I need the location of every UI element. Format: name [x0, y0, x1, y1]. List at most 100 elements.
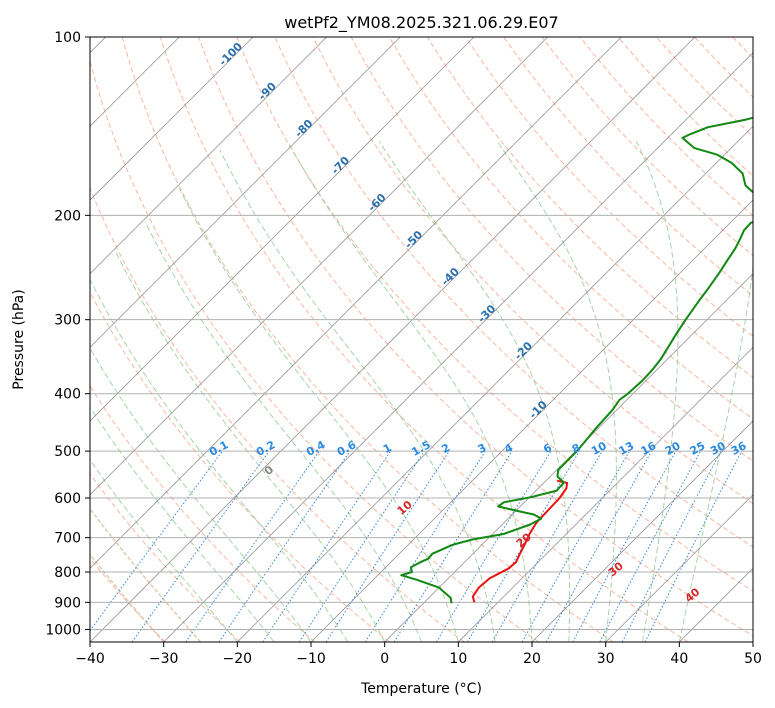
mixing-ratio-label: 20: [663, 439, 683, 458]
dry-adiabat: [541, 37, 753, 257]
y-tick-label: 800: [54, 565, 81, 581]
mixing-ratio-line: [131, 450, 270, 642]
isotherm-line: [458, 346, 753, 642]
mixing-ratio-line: [644, 450, 743, 642]
isotherm-line: [90, 37, 475, 422]
mixing-ratio-label: 0.2: [254, 438, 277, 459]
dry-adiabat: [732, 37, 753, 59]
moist-adiabat: [90, 459, 238, 642]
dry-adiabat: [388, 37, 753, 420]
isotherm-label: -80: [292, 117, 315, 140]
mixing-ratio-label: 10: [589, 439, 609, 458]
dry-adiabat: [90, 472, 241, 642]
mixing-ratio-label: 13: [617, 439, 637, 458]
dry-adiabat: [121, 37, 614, 642]
moist-adiabat: [635, 141, 679, 642]
isotherm-line: [90, 37, 401, 348]
dry-adiabat: [90, 186, 465, 642]
mixing-ratio-line: [298, 450, 425, 642]
x-tick-label: 40: [670, 651, 688, 667]
dry-adiabat: [90, 384, 316, 642]
moist-adiabat: [219, 149, 496, 642]
isotherm-line: [237, 125, 753, 642]
x-tick-label: −40: [75, 651, 105, 667]
x-tick-label: −30: [149, 651, 179, 667]
mixing-ratio-line: [435, 450, 552, 642]
x-tick-label: 50: [744, 651, 762, 667]
x-tick-label: 10: [449, 651, 467, 667]
dry-adiabat: [90, 59, 540, 642]
isotherm-label: -100: [216, 40, 245, 69]
isotherm-line: [310, 199, 753, 642]
moist-adiabat-label: 20: [514, 530, 534, 550]
y-tick-label: 1000: [45, 622, 81, 638]
mixing-ratio-label: 4: [502, 441, 515, 456]
mixing-ratio-label: 8: [570, 441, 583, 456]
background-lines: [90, 37, 775, 642]
isotherm-line: [90, 37, 696, 642]
isotherm-label: -10: [527, 398, 550, 421]
chart-title: wetPf2_YM08.2025.321.06.29.E07: [284, 13, 558, 33]
dry-adiabat: [503, 37, 753, 297]
y-tick-label: 400: [54, 387, 81, 403]
series-temperature: [471, 479, 569, 603]
mixing-ratio-label: 3: [476, 441, 489, 456]
dry-adiabat: [90, 291, 390, 642]
plot-frame: [89, 36, 754, 643]
dry-adiabat: [198, 37, 753, 637]
dry-adiabat: [771, 37, 775, 642]
y-tick-label: 600: [54, 491, 81, 507]
mixing-ratio-line: [393, 450, 513, 642]
y-tick-label: 200: [54, 208, 81, 224]
mixing-ratio-line: [521, 450, 630, 642]
mixing-ratio-label: 25: [688, 439, 708, 458]
isotherm-label: -60: [365, 191, 388, 214]
x-tick-label: 0: [380, 651, 389, 667]
isotherm-label: -90: [256, 80, 279, 103]
isotherm-label: -30: [475, 302, 498, 325]
mixing-ratio-label: 2: [439, 441, 452, 456]
isotherm-label: -40: [439, 265, 462, 288]
mixing-ratio-label: 1: [381, 441, 394, 456]
line-labels: 0.1 0.2 0.4 0.6 1 1.5 2 3 4 6 8 10 13 16 20 25 30 36-100-…: [207, 40, 749, 605]
x-tick-label: 30: [597, 651, 615, 667]
moist-adiabat: [678, 263, 753, 642]
mixing-ratio-line: [185, 450, 320, 642]
mixing-ratio-label: 36: [729, 439, 749, 458]
series-dewpoint: [400, 220, 753, 604]
isotherm-line: [90, 37, 254, 201]
x-axis-ticks: −40 −30 −20 −10 0 10 20 30 40 50: [75, 642, 762, 667]
mixing-ratio-line: [572, 450, 677, 642]
isotherm-line: [752, 641, 753, 642]
isotherm-line: [679, 567, 753, 642]
y-tick-label: 900: [54, 595, 81, 611]
mixing-ratio-line: [545, 450, 653, 642]
ice-adiabat: [90, 553, 165, 642]
moist-adiabat: [90, 347, 312, 642]
y-tick-label: 500: [54, 444, 81, 460]
ice-adiabat: [90, 507, 202, 642]
moist-adiabat-label: 30: [606, 559, 626, 579]
dry-adiabat: [656, 37, 753, 138]
dry-adiabat: [236, 37, 753, 592]
moist-adiabat: [90, 278, 349, 642]
mixing-ratio-line: [90, 450, 223, 632]
y-tick-label: 300: [54, 313, 81, 329]
dry-adiabat: [159, 37, 689, 642]
dry-adiabat: [350, 37, 753, 462]
isotherm-line: [90, 37, 548, 496]
isotherm-line: [605, 494, 753, 642]
mixing-ratio-label: 1.5: [409, 438, 432, 459]
moist-adiabat-label: 0: [262, 463, 276, 478]
x-tick-label: 20: [523, 651, 541, 667]
mixing-ratio-line: [621, 450, 722, 642]
mixing-ratio-label: 0.1: [207, 438, 230, 459]
isotherm-line: [163, 52, 753, 642]
moist-adiabat: [496, 141, 617, 642]
mixing-ratio-line: [364, 450, 486, 642]
isotherm-label: -70: [329, 154, 352, 177]
series-dewpoint-upper: [681, 116, 753, 194]
mixing-ratio-line: [325, 450, 450, 642]
x-axis-title: Temperature (°C): [360, 681, 482, 697]
